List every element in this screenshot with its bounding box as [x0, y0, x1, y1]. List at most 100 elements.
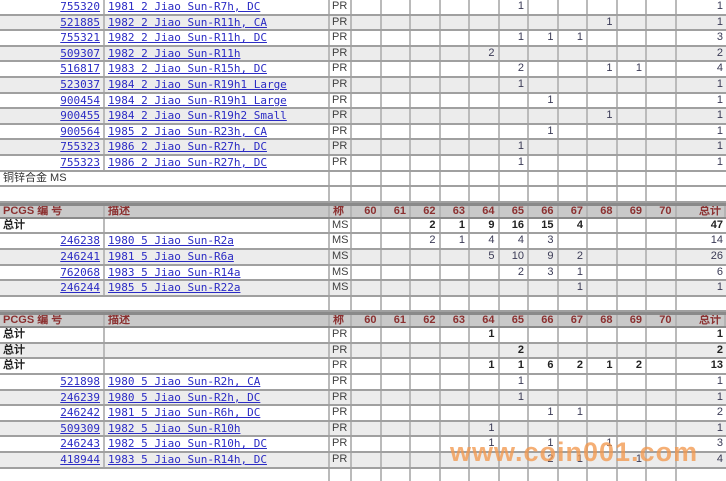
grade-count-cell: 4: [500, 234, 529, 248]
grade-cell: [330, 171, 352, 186]
grade-count-cell: 1: [441, 234, 470, 248]
grade-count-cell: [352, 281, 382, 295]
pcgs-number-link[interactable]: 418944: [0, 453, 105, 467]
description-link[interactable]: 1981 5 Jiao Sun-R6h, DC: [105, 406, 330, 420]
pcgs-number-link[interactable]: 523037: [0, 77, 105, 92]
description-link[interactable]: 1980 5 Jiao Sun-R2h, DC: [105, 390, 330, 405]
description-link[interactable]: 1982 2 Jiao Sun-R11h, DC: [105, 31, 330, 45]
description-link[interactable]: 1983 2 Jiao Sun-R15h, DC: [105, 62, 330, 76]
grade-count-cell: [588, 281, 618, 295]
grade-count-cell: [352, 140, 382, 154]
grade-count-cell: [618, 375, 647, 389]
pcgs-number-link[interactable]: 521885: [0, 15, 105, 30]
grade-count-cell: [500, 281, 529, 295]
grade-count-cell: [588, 218, 618, 233]
grade-count-cell: [352, 31, 382, 45]
table-row: 755323 1986 2 Jiao Sun-R27h, DC PR 1 1: [0, 140, 726, 156]
grade-count-cell: [411, 187, 441, 201]
grade-count-cell: 2: [470, 46, 500, 61]
grade-count-cell: [588, 0, 618, 14]
column-header-60: 60: [352, 315, 382, 327]
totals-label: 总计: [0, 343, 105, 358]
pcgs-number-link[interactable]: 509309: [0, 421, 105, 436]
grade-count-cell: [382, 375, 411, 389]
description-link[interactable]: 1984 2 Jiao Sun-R19h1 Large: [105, 77, 330, 92]
grade-count-cell: 2: [411, 218, 441, 233]
grade-designation: PR: [330, 359, 352, 374]
table-row: 509307 1982 2 Jiao Sun-R11h PR 2 2: [0, 46, 726, 63]
grade-count-cell: [647, 453, 677, 467]
description-link[interactable]: 1980 5 Jiao Sun-R2h, CA: [105, 375, 330, 389]
grade-designation: PR: [330, 453, 352, 467]
grade-designation: PR: [330, 109, 352, 123]
pcgs-number-link[interactable]: 246244: [0, 281, 105, 295]
alloy-band-label: 铜锌合金 MS: [0, 171, 330, 186]
pcgs-number-link[interactable]: 755323: [0, 155, 105, 170]
grade-count-cell: [529, 109, 559, 123]
pcgs-number-link[interactable]: 516817: [0, 62, 105, 76]
description-link[interactable]: 1983 5 Jiao Sun-R14h, DC: [105, 453, 330, 467]
total-cell: [677, 297, 726, 311]
grade-designation: PR: [330, 15, 352, 30]
description-link[interactable]: 1980 5 Jiao Sun-R2a: [105, 234, 330, 248]
grade-count-cell: 1: [470, 421, 500, 436]
description-link[interactable]: 1982 5 Jiao Sun-R10h: [105, 421, 330, 436]
grade-count-cell: [441, 343, 470, 358]
column-header-total: 总计: [677, 315, 726, 327]
column-header-69: 69: [618, 315, 647, 327]
description-link[interactable]: 1982 2 Jiao Sun-R11h, CA: [105, 15, 330, 30]
grade-count-cell: 1: [559, 31, 588, 45]
grade-count-cell: [647, 390, 677, 405]
pcgs-number-link[interactable]: 900564: [0, 124, 105, 139]
grade-count-cell: [411, 453, 441, 467]
pcgs-number-link[interactable]: 246241: [0, 249, 105, 264]
pcgs-number-link[interactable]: 246238: [0, 234, 105, 248]
grade-count-cell: [618, 31, 647, 45]
table-row: 246242 1981 5 Jiao Sun-R6h, DC PR 1 1 2: [0, 406, 726, 422]
pcgs-number-link[interactable]: 246243: [0, 437, 105, 452]
grade-count-cell: [647, 77, 677, 92]
pcgs-number-link[interactable]: 521898: [0, 375, 105, 389]
grade-count-cell: [500, 421, 529, 436]
column-header-description: 描述: [105, 315, 330, 327]
pcgs-number-link[interactable]: 509307: [0, 46, 105, 61]
description-link[interactable]: 1982 5 Jiao Sun-R10h, DC: [105, 437, 330, 452]
grade-count-cell: [559, 421, 588, 436]
grade-count-cell: [470, 343, 500, 358]
pcgs-number-link[interactable]: 900455: [0, 109, 105, 123]
pcgs-number-link[interactable]: 755323: [0, 140, 105, 154]
description-link[interactable]: 1985 5 Jiao Sun-R22a: [105, 281, 330, 295]
table-row: 246244 1985 5 Jiao Sun-R22a MS 1 1: [0, 281, 726, 297]
total-cell: 4: [716, 62, 723, 75]
pcgs-number-link[interactable]: 755321: [0, 31, 105, 45]
spacer-row: [0, 468, 726, 481]
grade-count-cell: [411, 281, 441, 295]
description-link[interactable]: 1981 5 Jiao Sun-R6a: [105, 249, 330, 264]
grade-count-cell: [647, 171, 677, 186]
description-cell: [105, 328, 330, 342]
grade-count-cell: [382, 328, 411, 342]
grade-count-cell: 1: [470, 359, 500, 374]
grade-count-cell: 15: [529, 218, 559, 233]
pcgs-number-link[interactable]: 246242: [0, 406, 105, 420]
grade-count-cell: [352, 343, 382, 358]
pcgs-number-link[interactable]: 762068: [0, 265, 105, 280]
grade-count-cell: [352, 265, 382, 280]
pcgs-number-link[interactable]: 900454: [0, 93, 105, 108]
table-row: 509309 1982 5 Jiao Sun-R10h PR 1 1: [0, 421, 726, 438]
description-link[interactable]: 1984 2 Jiao Sun-R19h2 Small: [105, 109, 330, 123]
pcgs-number-link[interactable]: 755320: [0, 0, 105, 14]
grade-count-cell: [441, 328, 470, 342]
grade-count-cell: [382, 390, 411, 405]
description-link[interactable]: 1984 2 Jiao Sun-R19h1 Large: [105, 93, 330, 108]
pcgs-number-link[interactable]: 246239: [0, 390, 105, 405]
grade-count-cell: 9: [470, 218, 500, 233]
column-header-61: 61: [382, 205, 411, 217]
description-link[interactable]: 1982 2 Jiao Sun-R11h: [105, 46, 330, 61]
grade-count-cell: [647, 249, 677, 264]
description-link[interactable]: 1981 2 Jiao Sun-R7h, DC: [105, 0, 330, 14]
description-link[interactable]: 1986 2 Jiao Sun-R27h, DC: [105, 155, 330, 170]
description-link[interactable]: 1986 2 Jiao Sun-R27h, DC: [105, 140, 330, 154]
description-link[interactable]: 1983 5 Jiao Sun-R14a: [105, 265, 330, 280]
description-link[interactable]: 1985 2 Jiao Sun-R23h, CA: [105, 124, 330, 139]
